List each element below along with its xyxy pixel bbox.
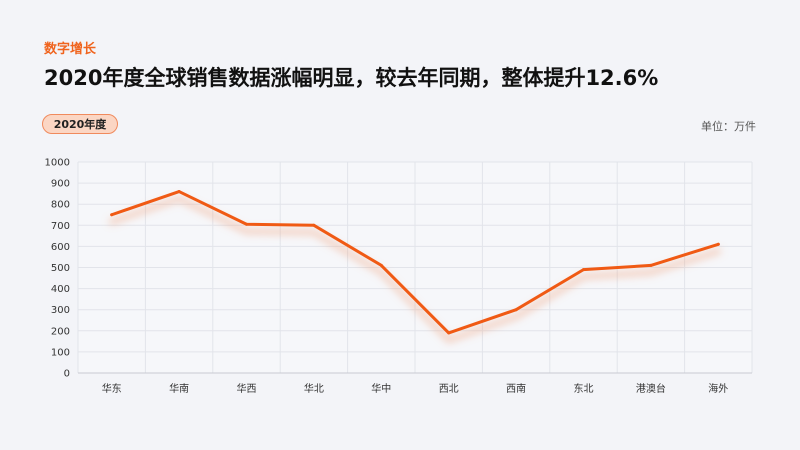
year-badge[interactable]: 2020年度 xyxy=(42,114,118,134)
series-line-shadow xyxy=(108,195,722,343)
series-line xyxy=(110,190,720,335)
data-point[interactable] xyxy=(649,263,653,267)
x-tick-label: 海外 xyxy=(708,382,728,395)
x-tick-label: 华北 xyxy=(304,382,324,395)
data-point[interactable] xyxy=(716,242,720,246)
y-tick-label: 1000 xyxy=(45,158,70,169)
data-point[interactable] xyxy=(312,223,316,227)
data-point[interactable] xyxy=(110,213,114,217)
data-point[interactable] xyxy=(582,268,585,272)
unit-label: 单位：万件 xyxy=(701,120,756,133)
x-tick-label: 港澳台 xyxy=(636,382,666,395)
data-point[interactable] xyxy=(447,331,451,335)
y-tick-label: 100 xyxy=(51,347,70,358)
y-tick-label: 400 xyxy=(51,284,70,295)
x-tick-label: 西北 xyxy=(439,383,459,395)
data-point[interactable] xyxy=(379,263,383,267)
x-tick-label: 华中 xyxy=(371,382,391,395)
page-title: 2020年度全球销售数据涨幅明显，较去年同期，整体提升12.6% xyxy=(44,66,659,90)
y-tick-label: 600 xyxy=(51,242,70,253)
y-tick-label: 500 xyxy=(51,263,70,274)
data-point[interactable] xyxy=(245,222,248,226)
y-tick-label: 700 xyxy=(51,221,70,232)
y-tick-label: 900 xyxy=(51,179,70,190)
y-tick-label: 200 xyxy=(51,326,70,337)
section-kicker: 数字增长 xyxy=(44,42,97,57)
y-tick-label: 800 xyxy=(51,200,70,211)
y-tick-label: 0 xyxy=(64,369,70,380)
x-tick-label: 东北 xyxy=(574,382,594,395)
y-tick-label: 300 xyxy=(51,305,70,316)
data-point[interactable] xyxy=(514,308,518,312)
x-tick-label: 华东 xyxy=(102,382,122,395)
x-tick-label: 华西 xyxy=(237,382,257,395)
data-point[interactable] xyxy=(177,190,181,194)
x-tick-label: 西南 xyxy=(506,382,526,395)
x-tick-label: 华南 xyxy=(169,382,189,395)
